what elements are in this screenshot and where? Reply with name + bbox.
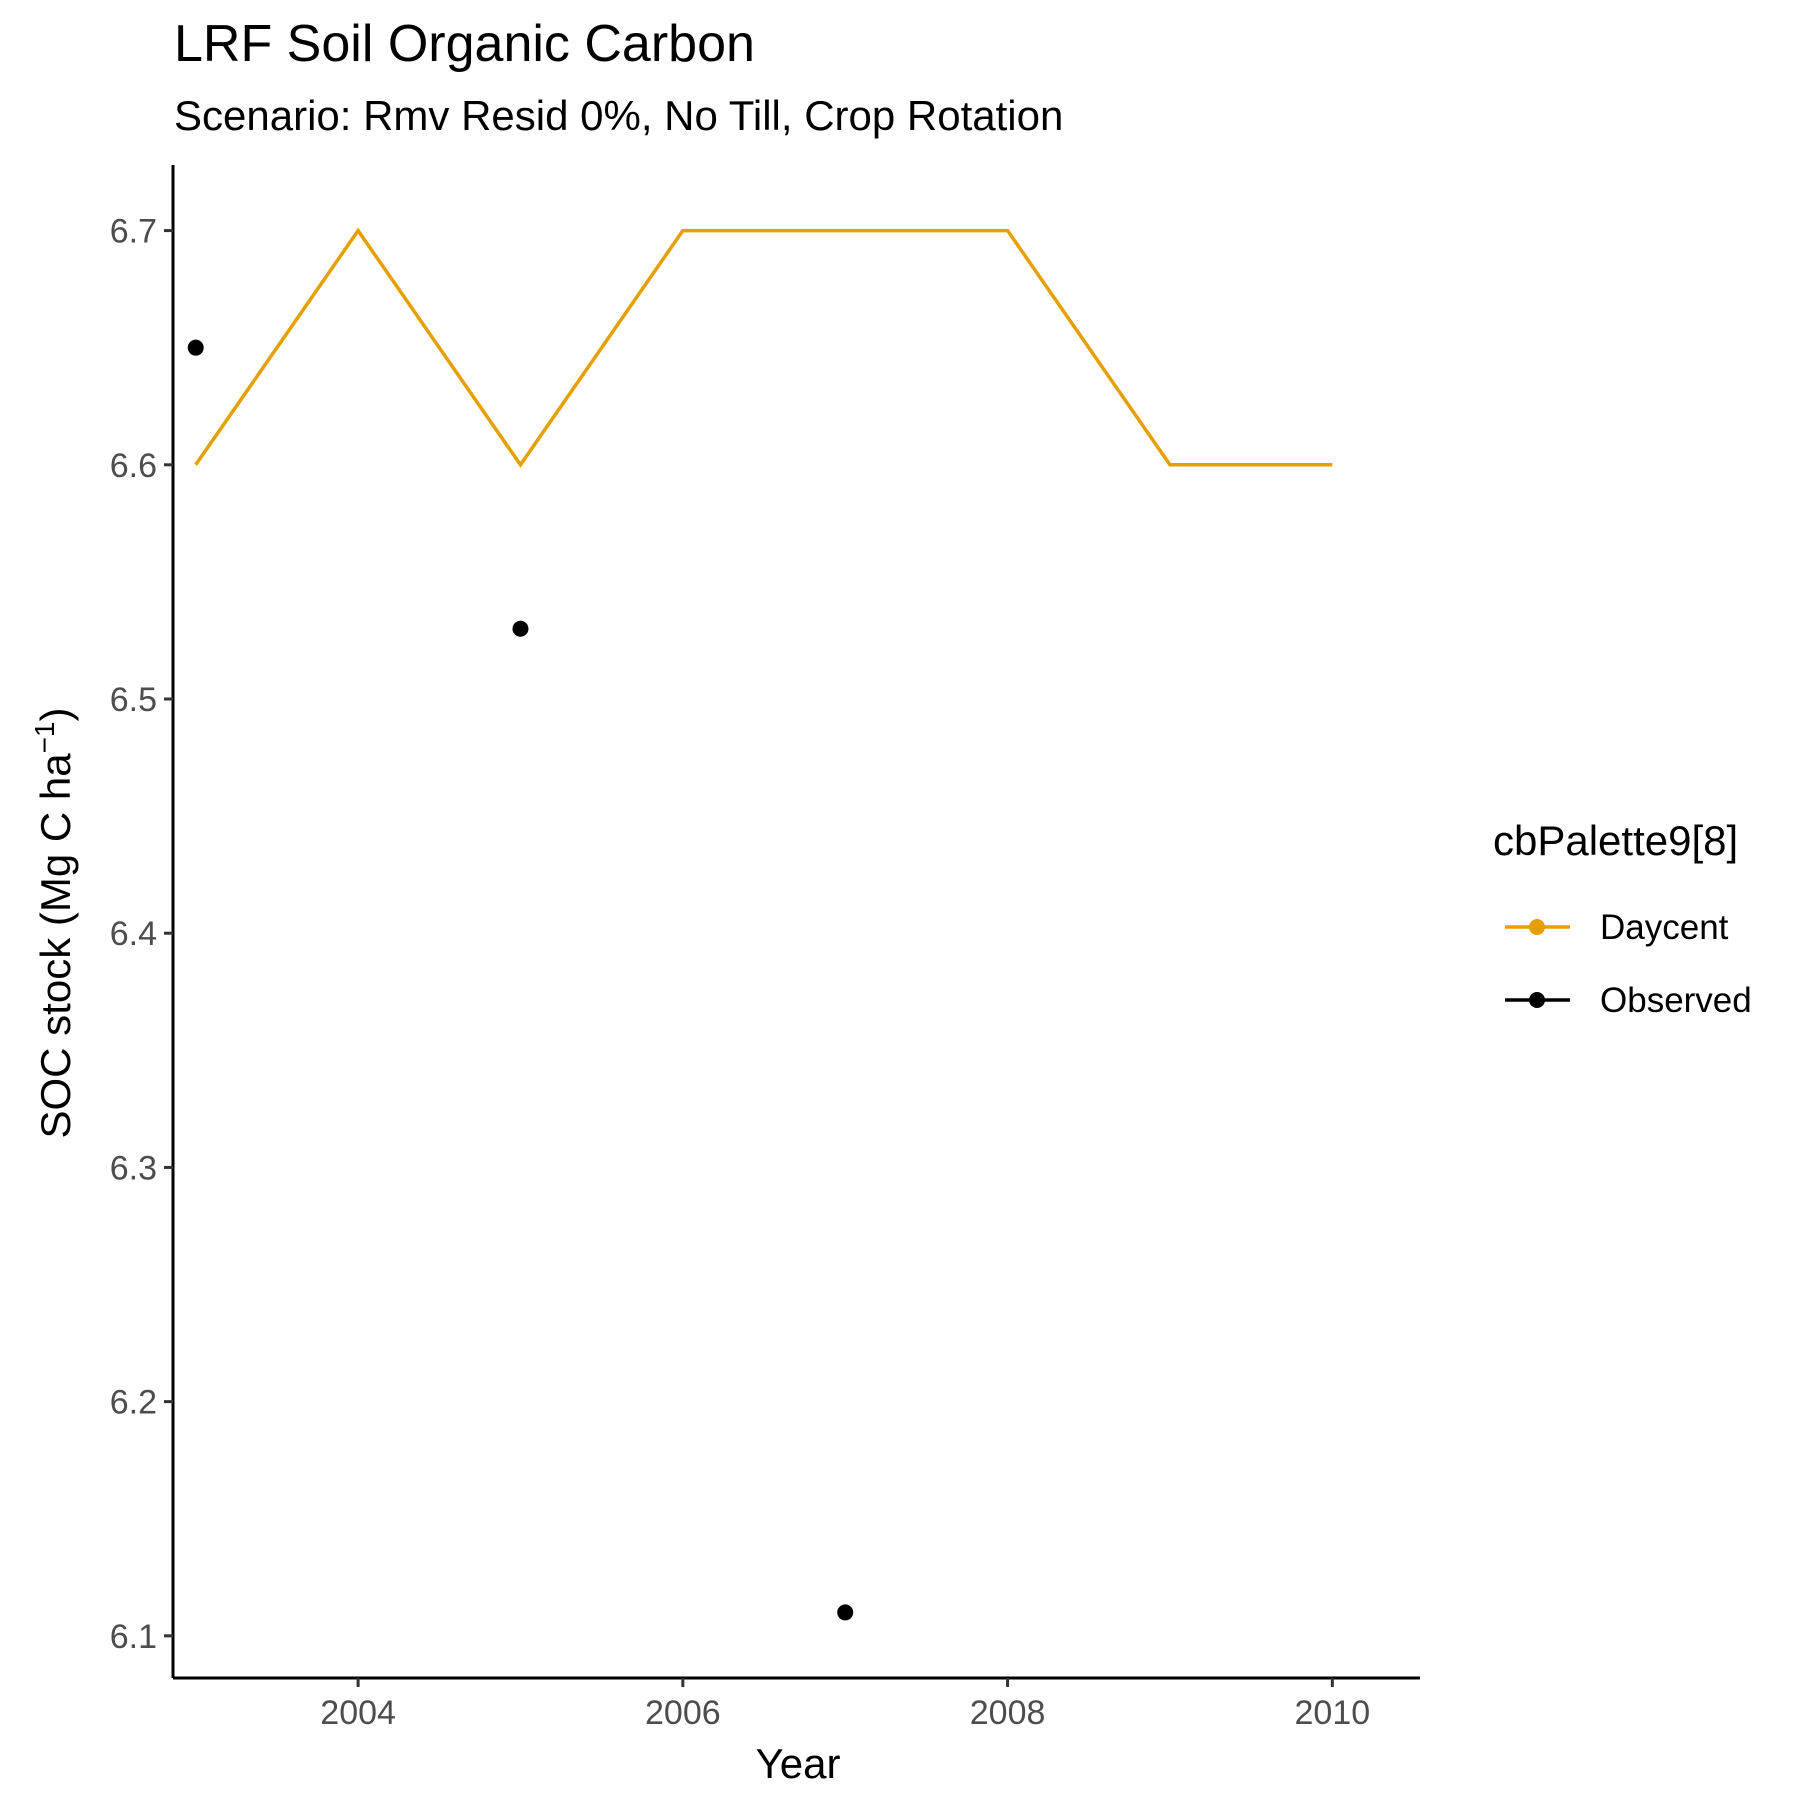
y-tick-label: 6.2	[110, 1384, 157, 1422]
y-tick-label: 6.1	[110, 1618, 157, 1656]
x-tick-label: 2008	[970, 1694, 1046, 1732]
legend-label-observed: Observed	[1600, 981, 1752, 1020]
legend-key-point	[1529, 919, 1545, 935]
legend-key-point	[1529, 992, 1545, 1008]
x-axis-title: Year	[756, 1740, 841, 1787]
y-axis-title-main: SOC stock (Mg C ha	[32, 753, 79, 1139]
x-tick-label: 2004	[320, 1694, 396, 1732]
legend-key-daycent	[1505, 919, 1570, 935]
series-layer	[187, 227, 1333, 1621]
legend-key-observed	[1505, 992, 1570, 1008]
data-point-observed	[837, 1604, 854, 1621]
y-tick-label: 6.3	[110, 1149, 157, 1187]
y-ticks: 6.1 6.2 6.3 6.4 6.5 6.6 6.7	[110, 213, 173, 1656]
legend-title: cbPalette9[8]	[1493, 817, 1738, 864]
y-tick-label: 6.4	[110, 915, 157, 953]
y-axis-title-superscript: −1	[29, 721, 60, 753]
x-ticks: 2004 2006 2008 2010	[320, 1678, 1370, 1732]
x-tick-label: 2006	[645, 1694, 721, 1732]
y-axis-title-close: )	[32, 707, 79, 721]
data-point-observed	[187, 339, 204, 356]
y-tick-label: 6.6	[110, 447, 157, 485]
chart-subtitle: Scenario: Rmv Resid 0%, No Till, Crop Ro…	[174, 92, 1064, 139]
legend-label-daycent: Daycent	[1600, 908, 1729, 947]
x-tick-label: 2010	[1295, 1694, 1371, 1732]
chart-title: LRF Soil Organic Carbon	[174, 15, 755, 73]
legend: cbPalette9[8] Daycent Observed	[1493, 817, 1752, 1020]
axes	[171, 165, 1420, 1680]
y-axis-title: SOC stock (Mg C ha−1)	[29, 707, 79, 1138]
legend-items: Daycent Observed	[1505, 908, 1752, 1020]
y-tick-label: 6.7	[110, 213, 157, 251]
y-tick-label: 6.5	[110, 681, 157, 719]
data-point-observed	[512, 620, 529, 637]
series-line-daycent	[194, 227, 1333, 468]
